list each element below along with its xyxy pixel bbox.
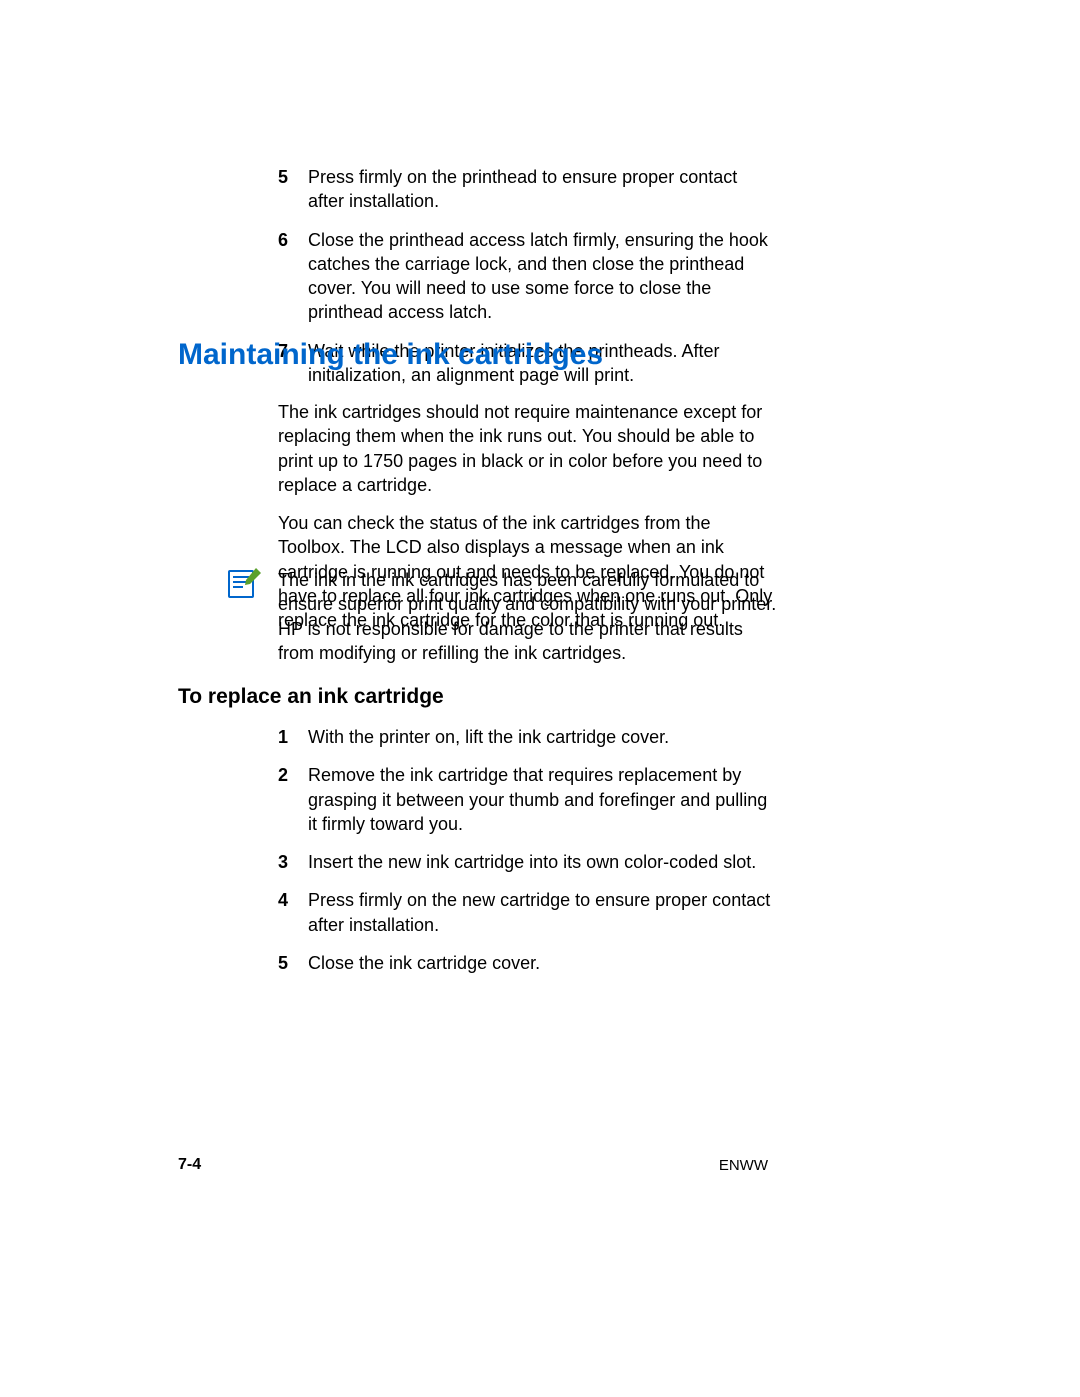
list-item: 2Remove the ink cartridge that requires … xyxy=(278,763,778,836)
list-item: 5Close the ink cartridge cover. xyxy=(278,951,778,975)
list-item: 4Press firmly on the new cartridge to en… xyxy=(278,888,778,937)
section-heading-maintaining: Maintaining the ink cartridges xyxy=(178,338,603,372)
list-text: Press firmly on the printhead to ensure … xyxy=(308,165,778,214)
body-paragraph: The ink cartridges should not require ma… xyxy=(278,400,778,497)
list-text: With the printer on, lift the ink cartri… xyxy=(308,725,778,749)
footer-code: ENWW xyxy=(708,1157,768,1174)
list-number: 4 xyxy=(278,888,308,912)
list-text: Press firmly on the new cartridge to ens… xyxy=(308,888,778,937)
list-text: Close the ink cartridge cover. xyxy=(308,951,778,975)
page-number: 7-4 xyxy=(178,1156,201,1174)
list-number: 3 xyxy=(278,850,308,874)
note-text: The ink in the ink cartridges has been c… xyxy=(278,568,778,665)
note-icon xyxy=(228,568,278,603)
list-number: 5 xyxy=(278,951,308,975)
list-item: 1With the printer on, lift the ink cartr… xyxy=(278,725,778,749)
list-item: 3Insert the new ink cartridge into its o… xyxy=(278,850,778,874)
subsection-heading-replace: To replace an ink cartridge xyxy=(178,685,444,709)
list-text: Remove the ink cartridge that requires r… xyxy=(308,763,778,836)
list-item: 6Close the printhead access latch firmly… xyxy=(278,228,778,325)
list-number: 2 xyxy=(278,763,308,787)
list-text: Close the printhead access latch firmly,… xyxy=(308,228,778,325)
document-page: 5Press firmly on the printhead to ensure… xyxy=(0,0,1080,1397)
replace-ordered-list: 1With the printer on, lift the ink cartr… xyxy=(278,725,778,989)
list-number: 6 xyxy=(278,228,308,252)
list-item: 5Press firmly on the printhead to ensure… xyxy=(278,165,778,214)
note-block: The ink in the ink cartridges has been c… xyxy=(228,568,778,665)
list-number: 1 xyxy=(278,725,308,749)
list-number: 5 xyxy=(278,165,308,189)
list-text: Insert the new ink cartridge into its ow… xyxy=(308,850,778,874)
